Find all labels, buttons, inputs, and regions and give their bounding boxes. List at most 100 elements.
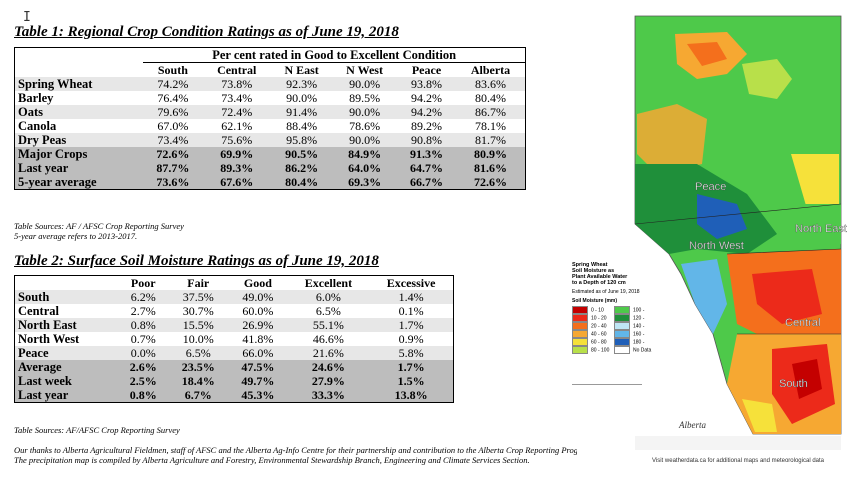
table2-cell: 49.0% (228, 290, 288, 304)
table2-row: North East 0.8% 15.5% 26.9% 55.1% 1.7% (14, 318, 454, 332)
table1-cell: 72.4% (202, 105, 272, 119)
table1-cell: 78.6% (349, 119, 381, 133)
table2-cell: 46.6% (312, 332, 344, 346)
table1-cell: 80.9% (456, 147, 526, 161)
table2-source: Table Sources: AF/AFSC Crop Reporting Su… (14, 425, 180, 435)
table1-row-label: Dry Peas (14, 133, 144, 147)
legend-swatch (572, 346, 588, 354)
map-notes-rule (572, 384, 642, 403)
table1-cell: 69.3% (332, 175, 397, 190)
zone-north-red (687, 42, 727, 66)
table2-cell: 37.5% (168, 290, 229, 304)
region-label-central: Central (785, 317, 820, 329)
table2-cell: 49.7% (228, 374, 288, 388)
table2-cell: 0.8% (118, 318, 169, 332)
table1-column-header-blank (15, 63, 144, 78)
zone-peace-orange (637, 104, 707, 174)
table2-cell: 6.5% (168, 346, 229, 360)
legend-label: No Data (633, 347, 652, 354)
legend-item: 60 - 80 (572, 338, 610, 346)
thanks-line1: Our thanks to Alberta Agricultural Field… (14, 445, 594, 455)
table1-cell: 90.0% (332, 133, 397, 147)
table1-row: Canola 67.0% 62.1% 88.4% 78.6% 89.2% 78.1% (15, 119, 526, 133)
table2-row-label: Average (14, 360, 119, 374)
table2-row: South 6.2% 37.5% 49.0% 6.0% 1.4% (14, 290, 454, 304)
table2-cell: 6.7% (168, 388, 229, 403)
table2-column-headers: Poor Fair Good Excellent Excessive (15, 276, 454, 291)
table2-row-label: Last year (14, 388, 119, 403)
table1-cell: 90.0% (286, 91, 318, 105)
legend-swatch (572, 322, 588, 330)
table2-row-label: Central (18, 304, 59, 318)
table1-cell: 90.8% (396, 133, 457, 147)
legend-item: 10 - 20 (572, 314, 610, 322)
legend-item: 140 - 160 (614, 322, 652, 336)
table1-cell: 91.4% (271, 105, 333, 119)
table2-cell: 6.5% (315, 304, 341, 318)
zone-southwest-yellow (742, 399, 777, 432)
thanks-line2: The precipitation map is compiled by Alb… (14, 455, 530, 465)
table2-cell: 47.5% (228, 360, 288, 374)
table1-column-header: N East (284, 63, 319, 77)
region-boundaries (634, 203, 842, 335)
legend-heading: Soil Moisture (mm) (572, 298, 618, 304)
legend-item: 120 - 140 (614, 314, 652, 328)
legend-item: 80 - 100 (572, 346, 610, 354)
region-label-north-east: North East (795, 223, 847, 235)
map-notes (572, 384, 642, 403)
table1-cell: 91.3% (396, 147, 457, 161)
table2-row-label: Peace (14, 346, 119, 360)
table1-cell: 73.8% (202, 77, 272, 91)
table1-cell: 86.7% (456, 105, 526, 119)
table1-column-header: N West (346, 63, 383, 77)
table1-corner (15, 48, 144, 63)
table1-cell: 88.4% (286, 119, 318, 133)
table1-column-header: Peace (411, 63, 442, 77)
zone-east-yellow (791, 154, 839, 209)
zone-ne-yellowgreen (742, 59, 792, 99)
table1-cell: 83.6% (456, 77, 526, 91)
table2-row: North West 0.7% 10.0% 41.8% 46.6% 0.9% (15, 332, 454, 346)
table2-row: Peace 0.0% 6.5% 66.0% 21.6% 5.8% (14, 346, 454, 360)
zone-south-darkred (792, 359, 822, 399)
legend-label: 0 - 10 (591, 307, 604, 314)
legend-swatch (614, 314, 630, 322)
legend-item: 180 - 200 (614, 338, 652, 352)
zone-northwest-blue (697, 194, 747, 239)
table2-cell: 21.6% (287, 346, 370, 360)
legend-label: 80 - 100 (591, 347, 610, 354)
table1-cell: 84.9% (332, 147, 397, 161)
table2-cell: 30.7% (182, 304, 214, 318)
table1-cell: 76.4% (157, 91, 189, 105)
table2-row: Last year 0.8% 6.7% 45.3% 33.3% 13.8% (14, 388, 454, 403)
legend-label: 20 - 40 (591, 323, 607, 330)
table1-title: Table 1: Regional Crop Condition Ratings… (14, 24, 399, 40)
table2-cell: 6.2% (118, 290, 169, 304)
table2-cell: 6.0% (287, 290, 370, 304)
table2-cell: 0.8% (118, 388, 169, 403)
table2-cell: 10.0% (182, 332, 214, 346)
table1-cell: 90.5% (271, 147, 333, 161)
table1-row-label: Spring Wheat (14, 77, 144, 91)
table1-row-label: Canola (18, 119, 57, 133)
table1-cell: 86.2% (271, 161, 333, 175)
alberta-map-svg: Peace North West North East Central Sout… (577, 4, 859, 474)
table1-cell: 74.2% (143, 77, 203, 91)
table1-cell: 94.2% (411, 91, 442, 105)
region-label-south: South (779, 378, 808, 390)
table2-row: Average 2.6% 23.5% 47.5% 24.6% 1.7% (14, 360, 454, 374)
table2-row-label: South (14, 290, 119, 304)
table2-cell: 5.8% (369, 346, 454, 360)
table2-cell: 15.5% (168, 318, 229, 332)
table1-column-header: South (157, 63, 188, 77)
table1-row: Spring Wheat 74.2% 73.8% 92.3% 90.0% 93.8% 83.… (14, 77, 526, 91)
table1-row: Barley 76.4% 73.4% 90.0% 89.5% 94.2% 80.4% (15, 91, 526, 105)
legend-item: 100 - 120 (614, 306, 652, 320)
zone-northeast-green (777, 204, 841, 249)
table2-cell: 1.7% (369, 360, 454, 374)
table1-span-header: Per cent rated in Good to Excellent Cond… (143, 47, 526, 63)
table2-cell: 45.3% (228, 388, 288, 403)
region-label-peace: Peace (695, 181, 726, 193)
table2-cell: 0.0% (118, 346, 169, 360)
table2-column-header-blank (15, 276, 119, 291)
